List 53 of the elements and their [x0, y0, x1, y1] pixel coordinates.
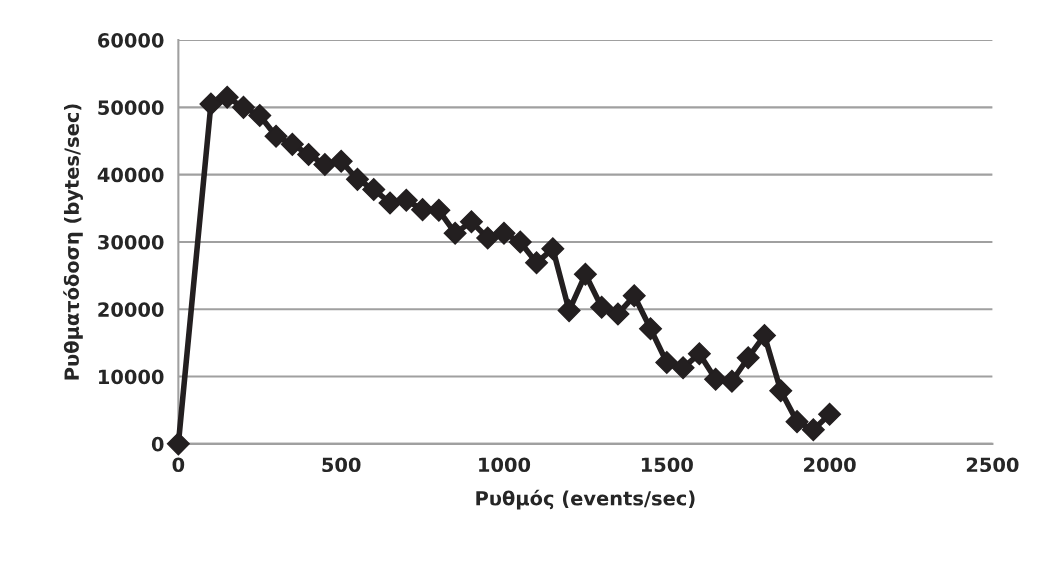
- y-tick-label: 10000: [99, 369, 164, 385]
- point: [427, 198, 451, 222]
- point: [720, 369, 744, 393]
- y-tick-label: 60000: [98, 33, 164, 48]
- point: [687, 342, 711, 366]
- point: [590, 295, 614, 319]
- x-tick-label: 2500: [966, 457, 1019, 473]
- point: [752, 324, 776, 348]
- x-tick-label: 500: [322, 457, 361, 473]
- point: [557, 299, 581, 323]
- x-tick-label: 0: [172, 457, 185, 473]
- point: [297, 142, 321, 166]
- point: [655, 350, 679, 374]
- y-tick-label: 30000: [98, 234, 164, 250]
- y-tick-label: 20000: [98, 302, 164, 317]
- x-tick-label: 1000: [479, 457, 531, 473]
- point: [166, 432, 190, 456]
- y-axis-title: Ρυθματόδοση (bytes/sec): [63, 104, 83, 380]
- point: [264, 124, 288, 148]
- point: [459, 210, 483, 234]
- point: [671, 356, 695, 380]
- point: [443, 221, 467, 245]
- point: [785, 410, 809, 434]
- y-tick-label: 0: [151, 436, 164, 452]
- point: [525, 251, 549, 275]
- point: [362, 177, 386, 201]
- x-tick-label: 1500: [641, 457, 693, 473]
- point: [622, 284, 646, 308]
- x-tick-label: 2000: [804, 457, 856, 473]
- point: [313, 153, 337, 177]
- point: [215, 85, 239, 109]
- point: [492, 221, 516, 245]
- point: [231, 95, 255, 119]
- point: [769, 379, 793, 403]
- point: [199, 92, 223, 116]
- point: [573, 262, 597, 286]
- point: [801, 418, 825, 442]
- point: [704, 367, 728, 391]
- x-axis-title: Ρυθμός (events/sec): [476, 489, 695, 510]
- point: [345, 167, 369, 191]
- point: [394, 188, 418, 212]
- point: [476, 226, 500, 250]
- point: [248, 103, 272, 127]
- point: [606, 302, 630, 326]
- point: [329, 149, 353, 173]
- y-tick-label: 40000: [97, 167, 164, 183]
- point: [818, 402, 842, 426]
- point: [541, 237, 565, 261]
- point: [736, 346, 760, 370]
- point: [639, 317, 663, 341]
- y-tick-label: 50000: [98, 100, 164, 116]
- point: [280, 132, 304, 156]
- point: [508, 230, 532, 254]
